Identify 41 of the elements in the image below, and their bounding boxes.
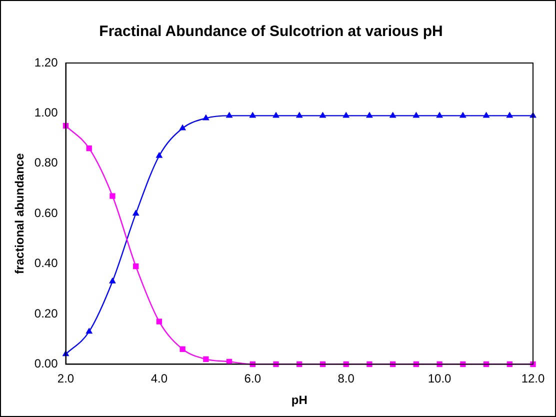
- x-tick-label: 8.0: [338, 372, 355, 386]
- x-tick-label: 2.0: [57, 372, 74, 386]
- point: [132, 210, 140, 216]
- point: [202, 114, 210, 120]
- point: [156, 152, 163, 158]
- point: [133, 263, 139, 270]
- point: [203, 356, 209, 362]
- point: [226, 112, 233, 118]
- x-tick-label: 6.0: [244, 372, 262, 386]
- y-tick-label: 0.00: [34, 356, 58, 371]
- point: [342, 112, 350, 118]
- point: [179, 124, 186, 130]
- y-tick-label: 1.00: [34, 106, 58, 120]
- y-tick-label: 0.20: [34, 306, 58, 320]
- point: [249, 112, 256, 118]
- point: [180, 346, 186, 352]
- point: [109, 277, 116, 284]
- point: [482, 112, 490, 118]
- point: [389, 112, 396, 118]
- point: [319, 112, 326, 118]
- x-tick-label: 12.0: [521, 372, 545, 386]
- point: [366, 112, 373, 118]
- y-axis-title: fractional abundance: [12, 152, 27, 274]
- y-tick-label: 0.60: [34, 206, 58, 220]
- point: [110, 193, 116, 199]
- x-tick-label: 10.0: [428, 372, 452, 386]
- x-axis-title: pH: [291, 393, 308, 408]
- y-tick-label: 0.80: [34, 156, 58, 170]
- point: [459, 112, 466, 118]
- point: [86, 146, 92, 152]
- point: [412, 112, 420, 118]
- point: [156, 318, 162, 324]
- point: [86, 328, 93, 334]
- chart-title: Fractinal Abundance of Sulcotrion at various pH: [99, 23, 443, 40]
- point: [272, 112, 280, 118]
- point: [296, 112, 303, 118]
- y-tick-label: 1.20: [34, 55, 58, 70]
- point: [506, 112, 514, 118]
- x-tick-label: 4.0: [150, 372, 168, 386]
- point: [436, 112, 444, 118]
- y-tick-label: 0.40: [34, 256, 58, 270]
